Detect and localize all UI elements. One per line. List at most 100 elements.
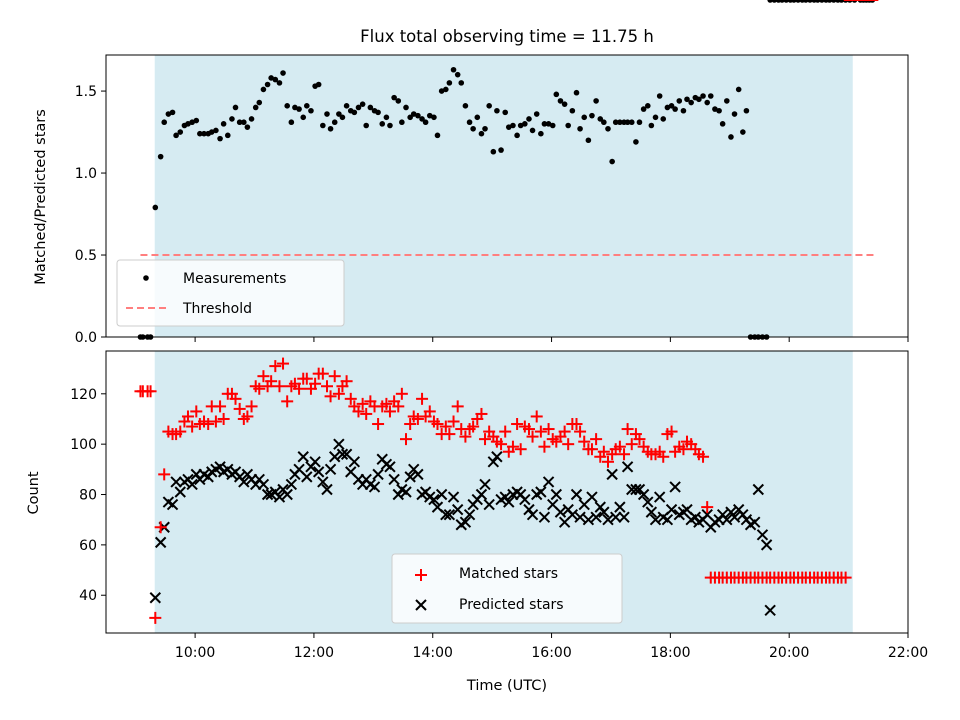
matched-star-point bbox=[618, 448, 631, 461]
matched-star-point bbox=[269, 360, 282, 373]
matched-star-point bbox=[511, 418, 524, 431]
measurement-point bbox=[343, 103, 350, 109]
matched-star-point bbox=[149, 611, 162, 624]
measurement-point bbox=[538, 130, 544, 137]
predicted-star-point bbox=[324, 463, 337, 476]
matched-star-point bbox=[217, 412, 230, 425]
predicted-star-point bbox=[348, 456, 361, 468]
measurement-point bbox=[700, 93, 706, 99]
predicted-star-point bbox=[435, 488, 448, 501]
legend-predicted-label: Predicted stars bbox=[459, 597, 564, 613]
measurement-point bbox=[680, 107, 687, 114]
matched-star-point bbox=[281, 395, 294, 408]
matched-star-point bbox=[839, 571, 852, 584]
predicted-star-point bbox=[653, 491, 666, 503]
measurement-point bbox=[628, 119, 635, 126]
matched-star-point bbox=[534, 425, 547, 438]
predicted-star-point bbox=[538, 511, 551, 523]
matched-stars-points bbox=[134, 0, 879, 624]
count-axis-ticks: 40 60 80 100 120 10:00 12:00 14:00 16:00 18:00 20:… bbox=[70, 387, 928, 661]
predicted-star-point bbox=[333, 438, 345, 450]
measurement-point bbox=[458, 80, 465, 86]
measurement-point bbox=[296, 106, 302, 112]
measurement-point bbox=[450, 66, 457, 73]
measurement-point bbox=[633, 139, 639, 145]
measurement-point bbox=[252, 104, 259, 111]
matched-star-point bbox=[229, 392, 242, 405]
measurement-point bbox=[533, 111, 540, 117]
matched-star-point bbox=[526, 430, 539, 443]
measurement-point bbox=[688, 99, 694, 106]
legend-matched-label: Matched stars bbox=[459, 566, 558, 582]
matched-star-point bbox=[209, 415, 222, 428]
measurement-point bbox=[707, 93, 714, 99]
measurement-point bbox=[617, 119, 623, 126]
predicted-star-point bbox=[637, 488, 650, 501]
ratio-panel: 0.0 0.5 1.0 1.5 Matched/Predicted stars Mea… bbox=[33, 0, 909, 346]
predicted-star-point bbox=[542, 476, 555, 488]
legend-predicted-marker bbox=[415, 599, 427, 611]
measurement-point bbox=[391, 94, 397, 101]
measurement-point bbox=[320, 122, 326, 129]
matched-star-point bbox=[585, 443, 598, 456]
predicted-star-point bbox=[728, 511, 741, 523]
measurement-point bbox=[336, 111, 342, 117]
count-axes-frame bbox=[105, 350, 909, 634]
legend-measurements-label: Measurements bbox=[183, 271, 286, 287]
measurement-point bbox=[644, 103, 651, 109]
measurement-point bbox=[660, 116, 667, 122]
measurement-point bbox=[217, 135, 223, 142]
measurement-point bbox=[522, 121, 528, 127]
measurement-point bbox=[308, 107, 314, 114]
measurement-point bbox=[696, 96, 702, 103]
measurement-point bbox=[383, 114, 390, 121]
predicted-star-point bbox=[590, 511, 602, 523]
measurement-point bbox=[422, 119, 429, 126]
measurement-point bbox=[446, 80, 453, 86]
predicted-star-point bbox=[214, 461, 226, 473]
x-tick-label: 16:00 bbox=[531, 645, 571, 661]
y-tick-label: 0.5 bbox=[75, 248, 97, 264]
measurement-point bbox=[232, 104, 239, 111]
predicted-star-point bbox=[301, 471, 313, 483]
matched-star-point bbox=[578, 435, 591, 448]
matched-star-point bbox=[621, 423, 634, 436]
predicted-star-point bbox=[372, 468, 384, 481]
matched-star-point bbox=[340, 375, 353, 388]
predicted-star-point bbox=[273, 491, 286, 503]
measurement-point bbox=[248, 116, 255, 122]
legend-matched-marker bbox=[415, 569, 427, 581]
matched-star-point bbox=[697, 450, 710, 463]
x-tick-label: 20:00 bbox=[769, 645, 809, 661]
measurement-point bbox=[601, 119, 607, 126]
matched-star-point bbox=[459, 430, 472, 443]
measurement-point bbox=[419, 116, 425, 122]
predicted-star-point bbox=[570, 488, 583, 501]
predicted-star-point bbox=[154, 536, 167, 549]
measurement-point bbox=[288, 119, 295, 126]
measurement-point bbox=[355, 104, 362, 111]
matched-star-point bbox=[392, 400, 405, 413]
predicted-star-point bbox=[725, 506, 737, 518]
y-tick-label: 100 bbox=[70, 437, 97, 453]
measurement-point bbox=[403, 104, 409, 111]
predicted-star-point bbox=[737, 508, 749, 521]
measurement-point bbox=[220, 121, 227, 127]
measurement-point bbox=[565, 122, 571, 129]
matched-star-point bbox=[186, 420, 199, 433]
predicted-star-point bbox=[309, 456, 321, 468]
measurement-point bbox=[731, 111, 738, 117]
measurement-point bbox=[375, 109, 381, 116]
matched-star-point bbox=[181, 410, 194, 423]
matched-star-point bbox=[190, 405, 203, 418]
measurement-point bbox=[502, 109, 509, 116]
ratio-axes-frame bbox=[105, 54, 909, 338]
matched-star-point bbox=[601, 455, 614, 468]
predicted-star-point bbox=[749, 516, 761, 528]
predicted-star-point bbox=[447, 491, 460, 503]
measurement-point bbox=[431, 114, 437, 121]
predicted-star-point bbox=[479, 478, 491, 491]
measurement-point bbox=[490, 148, 497, 155]
predicted-star-point bbox=[428, 493, 440, 506]
legend-threshold-label: Threshold bbox=[182, 301, 252, 317]
